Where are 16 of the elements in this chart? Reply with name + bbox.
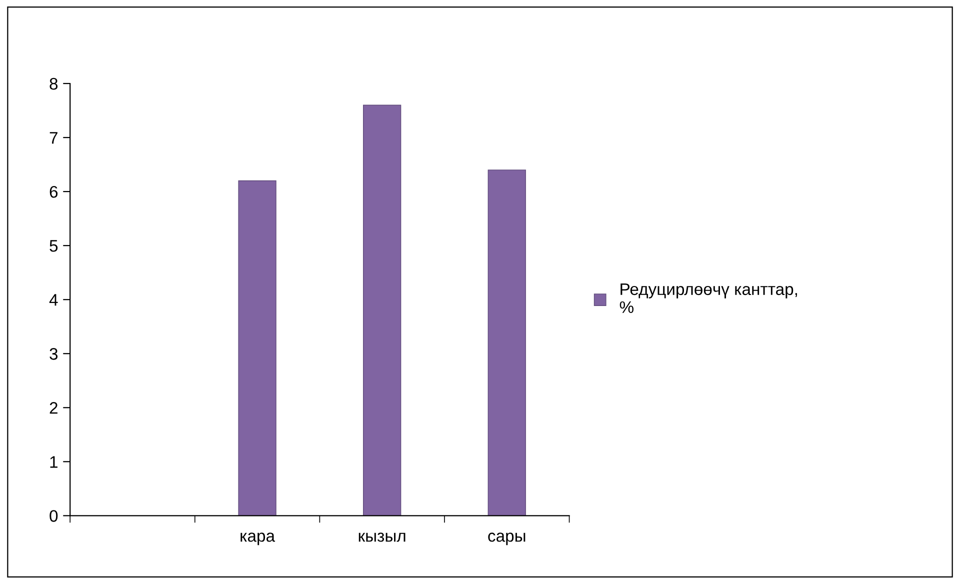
y-tick-label: 8 xyxy=(50,78,58,90)
y-tick-label: 5 xyxy=(50,240,58,252)
legend-label: Редуцирлөөчү канттар, % xyxy=(620,283,797,313)
y-tick-label: 6 xyxy=(50,186,58,198)
x-tick-label: сары xyxy=(488,532,526,546)
bar xyxy=(238,180,276,516)
y-tick-label: 7 xyxy=(50,132,58,144)
y-tick-label: 0 xyxy=(50,510,58,522)
bar xyxy=(488,170,526,516)
bar xyxy=(363,104,402,516)
y-tick-label: 1 xyxy=(50,456,58,468)
y-tick-label: 4 xyxy=(49,294,58,306)
y-tick-label: 3 xyxy=(50,348,58,360)
x-tick-label: кара xyxy=(240,532,276,546)
y-tick-label: 2 xyxy=(50,402,58,414)
x-tick-label: кызыл xyxy=(358,532,406,542)
